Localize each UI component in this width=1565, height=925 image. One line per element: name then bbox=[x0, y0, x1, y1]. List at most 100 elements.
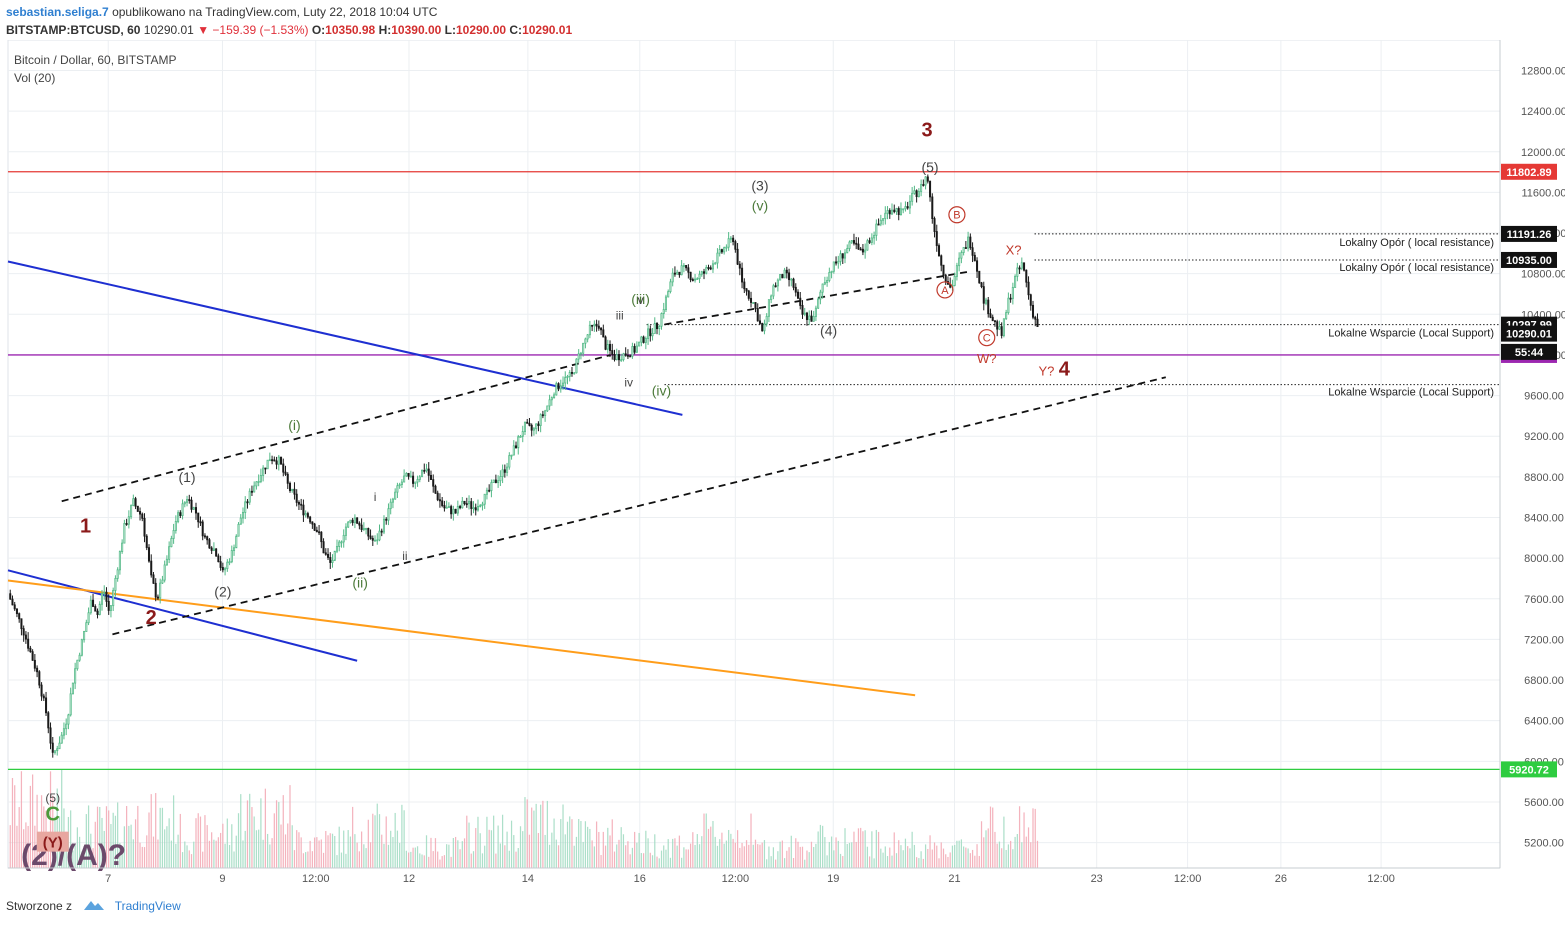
volume-bar bbox=[902, 850, 904, 868]
volume-bar bbox=[490, 830, 493, 868]
volume-bar bbox=[336, 855, 338, 868]
candle-body bbox=[953, 275, 956, 286]
circled-wave-marker bbox=[948, 206, 966, 224]
wave-label: (5) bbox=[921, 159, 938, 175]
price-axis[interactable]: 5200.005600.006000.006400.006800.007200.… bbox=[1499, 40, 1565, 868]
candle-body bbox=[407, 472, 410, 477]
candle-body bbox=[51, 742, 54, 753]
candle-body bbox=[767, 299, 770, 317]
candle-body bbox=[186, 499, 189, 503]
candle-body bbox=[288, 482, 292, 491]
volume-bar bbox=[537, 833, 540, 868]
chart-header: sebastian.seliga.7 opublikowano na Tradi… bbox=[0, 0, 1565, 40]
candle-body bbox=[779, 274, 782, 281]
candle-body bbox=[615, 354, 618, 361]
candle-body bbox=[535, 423, 538, 430]
candle-body bbox=[295, 493, 298, 503]
volume-bar bbox=[166, 826, 168, 868]
candle-body bbox=[9, 593, 12, 600]
candle-body bbox=[134, 498, 137, 507]
volume-bar bbox=[763, 840, 766, 868]
volume-bar bbox=[83, 846, 85, 868]
candle-body bbox=[685, 265, 688, 269]
volume-bar bbox=[667, 839, 669, 868]
volume-bar bbox=[486, 816, 488, 868]
volume-bar bbox=[694, 844, 696, 868]
volume-bar bbox=[266, 833, 269, 868]
candle-body bbox=[846, 248, 849, 254]
volume-bar bbox=[674, 838, 676, 868]
volume-bar bbox=[929, 835, 931, 868]
volume-bar bbox=[446, 844, 448, 868]
candle-body bbox=[920, 184, 923, 192]
candle-body bbox=[1034, 316, 1037, 320]
volume-bar bbox=[978, 855, 980, 868]
volume-bar bbox=[484, 845, 486, 868]
candle-body bbox=[933, 218, 936, 232]
candle-body bbox=[873, 234, 876, 239]
time-axis[interactable]: 7 9 12:00 12 14 16 12:00 19 21 23 12:00 26 12:00 bbox=[8, 867, 1500, 885]
candle-body bbox=[770, 295, 773, 301]
volume-bar bbox=[1018, 806, 1021, 868]
candle-body bbox=[575, 358, 578, 374]
volume-bar bbox=[998, 841, 1001, 868]
tradingview-link[interactable]: TradingView bbox=[114, 899, 181, 913]
volume-bar bbox=[262, 839, 264, 868]
volume-bar bbox=[421, 854, 423, 868]
volume-bar bbox=[246, 800, 249, 868]
volume-bar bbox=[121, 850, 123, 868]
volume-bar bbox=[725, 840, 728, 868]
candle-body bbox=[356, 517, 359, 524]
volume-bar bbox=[188, 850, 190, 868]
candle-body bbox=[114, 578, 117, 591]
candle-body bbox=[727, 238, 730, 248]
volume-bar bbox=[844, 828, 846, 868]
author-link[interactable]: sebastian.seliga.7 bbox=[6, 5, 109, 19]
volume-bar bbox=[676, 845, 678, 868]
volume-bar bbox=[11, 777, 14, 868]
volume-bar bbox=[125, 806, 128, 868]
price-tick-label: 8800.00 bbox=[1524, 472, 1564, 484]
support-label: Lokalny Opór ( local resistance) bbox=[1339, 237, 1494, 249]
volume-bar bbox=[231, 824, 233, 868]
candle-body bbox=[418, 476, 421, 480]
candle-body bbox=[801, 305, 804, 315]
volume-bar bbox=[40, 795, 43, 868]
candle-body bbox=[320, 531, 323, 543]
candle-body bbox=[36, 667, 39, 673]
volume-bar bbox=[761, 842, 763, 868]
volume-bar bbox=[848, 842, 851, 868]
candle-body bbox=[47, 712, 50, 729]
volume-bar bbox=[799, 846, 801, 868]
volume-bar bbox=[783, 858, 786, 868]
candle-body bbox=[250, 490, 253, 493]
ohlc-line: BITSTAMP:BTCUSD, 60 10290.01 ▼ −159.39 (… bbox=[6, 23, 572, 37]
candle-body bbox=[931, 196, 934, 219]
volume-bar bbox=[795, 838, 797, 868]
candle-body bbox=[29, 647, 32, 653]
volume-bar bbox=[356, 842, 358, 868]
candle-body bbox=[593, 323, 596, 326]
volume-bar bbox=[622, 834, 625, 868]
volume-bar bbox=[271, 838, 273, 868]
volume-bar bbox=[519, 826, 522, 868]
wave-label: 4 bbox=[1059, 358, 1071, 380]
candle-body bbox=[550, 397, 553, 401]
volume-bar bbox=[293, 850, 296, 868]
volume-bar bbox=[130, 824, 132, 868]
volume-bar bbox=[654, 834, 656, 868]
price-chart[interactable]: Lokalny Opór ( local resistance) Lokalny … bbox=[0, 40, 1565, 890]
volume-bar bbox=[683, 847, 685, 868]
price-tick-label: 7600.00 bbox=[1524, 594, 1564, 606]
volume-bar bbox=[354, 834, 356, 868]
volume-bar bbox=[179, 813, 181, 868]
candle-body bbox=[470, 501, 473, 509]
candle-body bbox=[324, 552, 327, 555]
volume-bar bbox=[425, 835, 428, 868]
volume-bar bbox=[555, 839, 557, 868]
volume-bar bbox=[723, 843, 725, 868]
volume-bar bbox=[150, 794, 152, 868]
volume-bar bbox=[531, 807, 533, 868]
volume-bar bbox=[772, 847, 775, 868]
volume-bar bbox=[184, 841, 186, 868]
